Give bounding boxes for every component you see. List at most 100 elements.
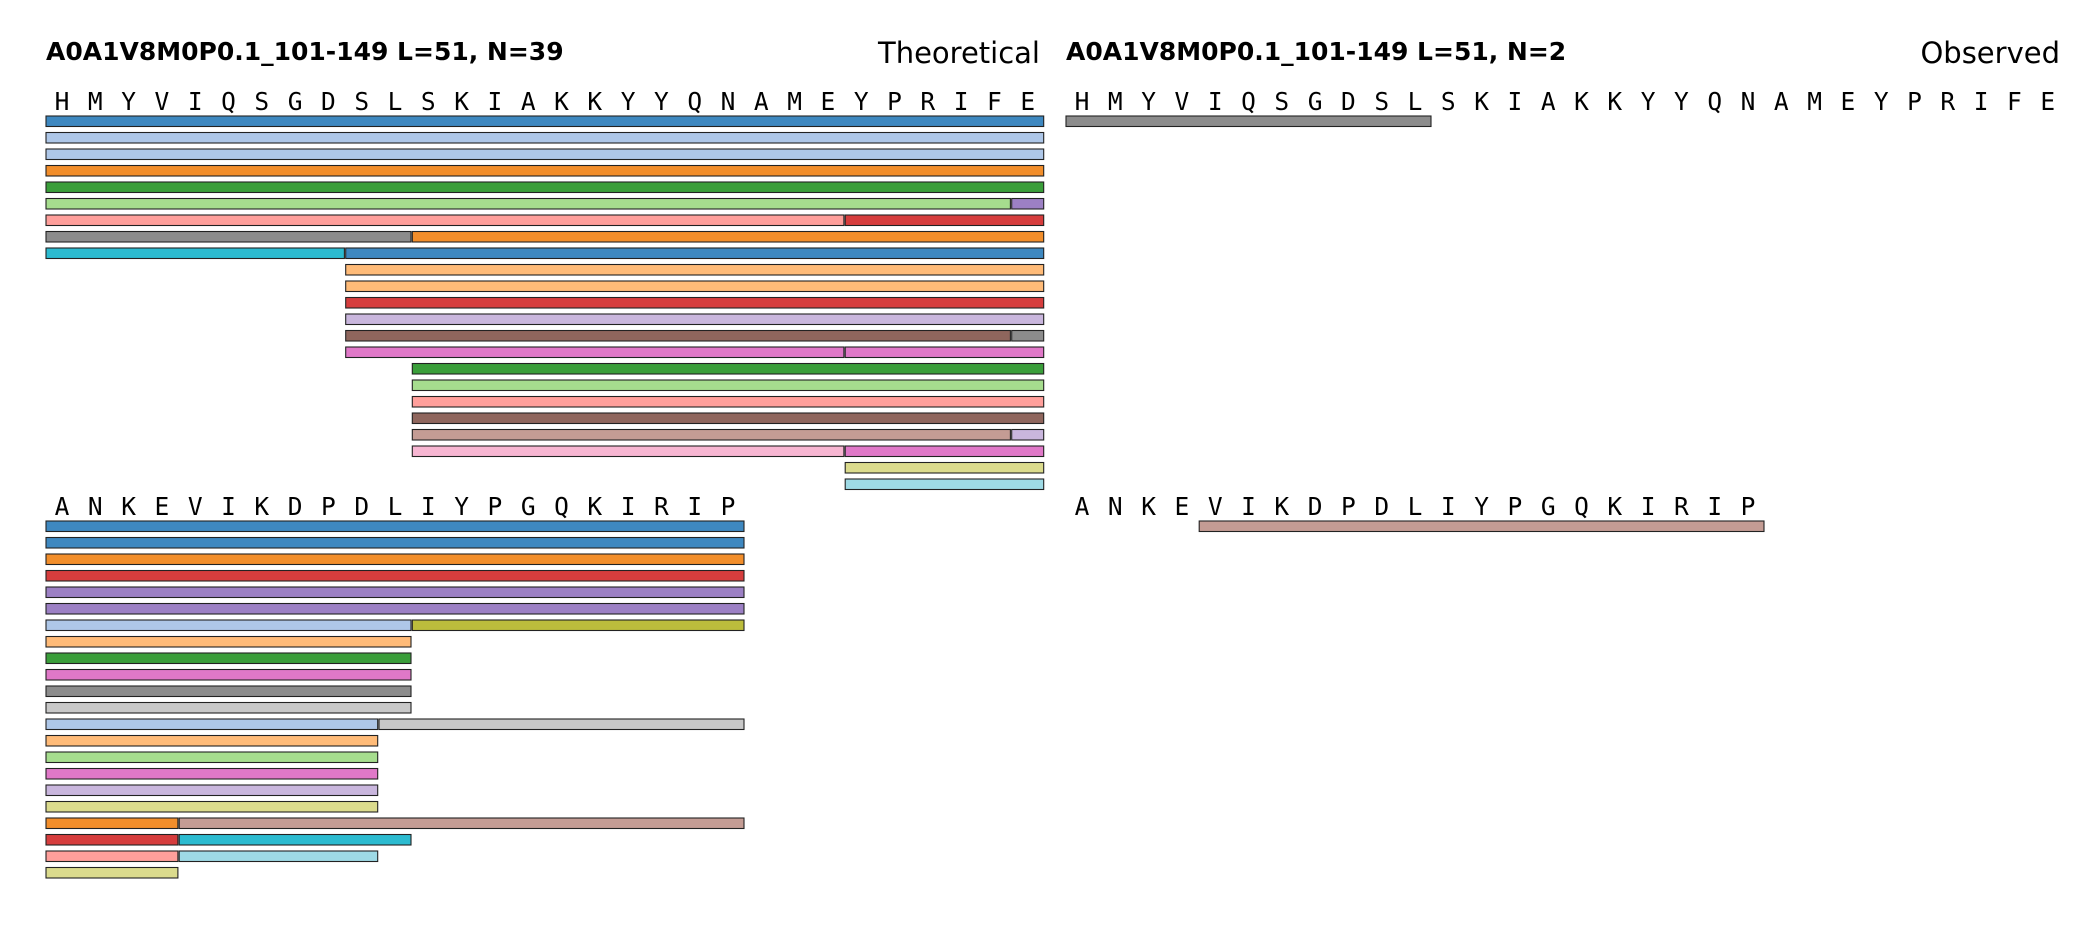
peptide-bar [411,412,1045,425]
peptide-bar [345,313,1045,326]
residue-3: Y [121,87,136,116]
peptide-bar [345,247,1045,260]
residue-2: M [88,87,103,116]
peptide-bar [45,197,1011,210]
residue-10: S [354,87,369,116]
residue-19: R [654,492,669,521]
residue-8: D [1308,492,1323,521]
peptide-bar [1011,428,1045,441]
panel-title-theoretical: A0A1V8M0P0.1_101-149 L=51, N=39 [46,37,564,66]
residue-21: P [721,492,736,521]
residue-27: R [1940,87,1955,116]
residue-17: K [587,87,602,116]
residue-18: Y [621,87,636,116]
peptide-bar [45,247,345,260]
peptide-bar [1011,329,1045,342]
residue-13: K [454,87,469,116]
residue-5: V [1208,492,1223,521]
residue-1: H [55,87,70,116]
residue-6: Q [1241,87,1256,116]
peptide-bar [45,635,412,648]
residue-26: P [887,87,902,116]
residue-2: N [1108,492,1123,521]
residue-16: K [554,87,569,116]
peptide-bar [45,602,745,615]
residue-7: S [1274,87,1289,116]
peptide-bar [45,115,1045,128]
residue-17: K [1607,87,1622,116]
peptide-bar [45,767,379,780]
peptide-bar [178,817,745,830]
peptide-bar [45,734,379,747]
residue-22: A [1774,87,1789,116]
residue-11: L [1408,492,1423,521]
peptide-bar [411,619,745,632]
residue-13: Y [454,492,469,521]
residue-18: I [621,492,636,521]
peptide-bar [844,346,1045,359]
residue-29: F [987,87,1002,116]
peptide-bar [844,478,1045,491]
residue-14: P [488,492,503,521]
peptide-bar [345,296,1045,309]
residue-25: Y [1874,87,1889,116]
residue-8: D [288,492,303,521]
peptide-bar [45,685,412,698]
residue-21: N [721,87,736,116]
peptide-bar [45,586,745,599]
peptide-bar [45,751,379,764]
peptide-bar [411,428,1011,441]
residue-5: V [188,492,203,521]
residue-14: P [1508,492,1523,521]
residue-29: F [2007,87,2022,116]
residue-20: I [687,492,702,521]
residue-21: N [1741,87,1756,116]
residue-6: I [221,492,236,521]
residue-20: I [1707,492,1722,521]
residue-11: L [388,87,403,116]
residue-26: P [1907,87,1922,116]
residue-30: E [1020,87,1035,116]
residue-16: Q [1574,492,1589,521]
peptide-bar [345,346,845,359]
residue-20: Q [687,87,702,116]
peptide-bar [45,866,179,879]
residue-12: I [421,492,436,521]
peptide-bar [45,536,745,549]
peptide-bar [411,445,845,458]
peptide-bar [45,668,412,681]
peptide-bar [411,230,1045,243]
peptide-bar [411,379,1045,392]
peptide-bar [45,817,179,830]
peptide-bar [45,148,1045,161]
residue-15: G [1541,492,1556,521]
residue-15: G [521,492,536,521]
residue-17: K [587,492,602,521]
residue-8: G [1308,87,1323,116]
panel-label-theoretical: Theoretical [877,36,1040,70]
peptide-bar [45,652,412,665]
residue-24: E [821,87,836,116]
residue-12: S [1441,87,1456,116]
panel-theoretical: A0A1V8M0P0.1_101-149 L=51, N=39 Theoreti… [45,36,1045,879]
residue-7: K [254,492,269,521]
residue-18: I [1641,492,1656,521]
residue-10: S [1374,87,1389,116]
residue-12: I [1441,492,1456,521]
residue-6: Q [221,87,236,116]
residue-14: I [1508,87,1523,116]
peptide-bar [45,850,179,863]
residue-1: A [55,492,70,521]
residue-1: H [1075,87,1090,116]
residue-1: A [1075,492,1090,521]
residue-14: I [488,87,503,116]
residue-30: E [2040,87,2055,116]
residue-4: E [1175,492,1190,521]
residue-28: I [954,87,969,116]
peptide-bar [1065,115,1432,128]
residue-15: A [1541,87,1556,116]
residue-5: I [1208,87,1223,116]
